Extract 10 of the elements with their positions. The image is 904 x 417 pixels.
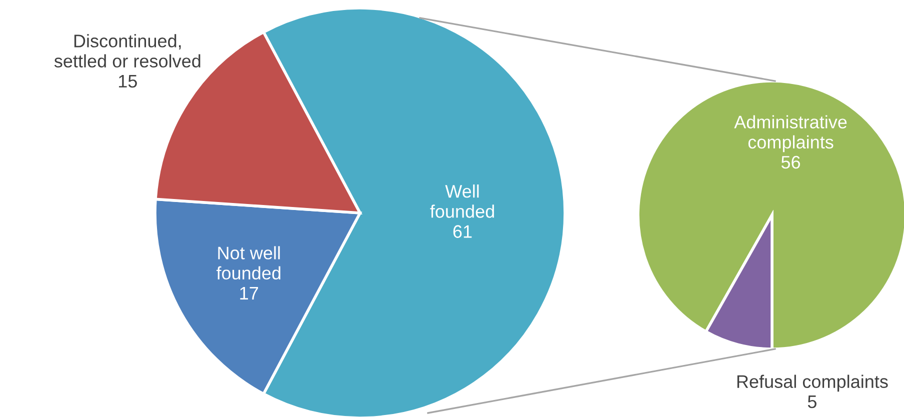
data-label: 15 — [118, 75, 137, 88]
slice-label: Well founded — [430, 184, 494, 218]
slice-label: Administrative complaints — [734, 115, 847, 152]
slice-label: Not well founded — [216, 246, 280, 280]
slice-label: Refusal complaints — [737, 374, 888, 392]
slice-label: Discontinued, settled or resolved — [54, 34, 200, 68]
data-label: 5 — [808, 396, 816, 408]
data-label: 17 — [240, 287, 258, 300]
data-label: 61 — [453, 225, 472, 238]
data-label: 56 — [781, 156, 800, 169]
